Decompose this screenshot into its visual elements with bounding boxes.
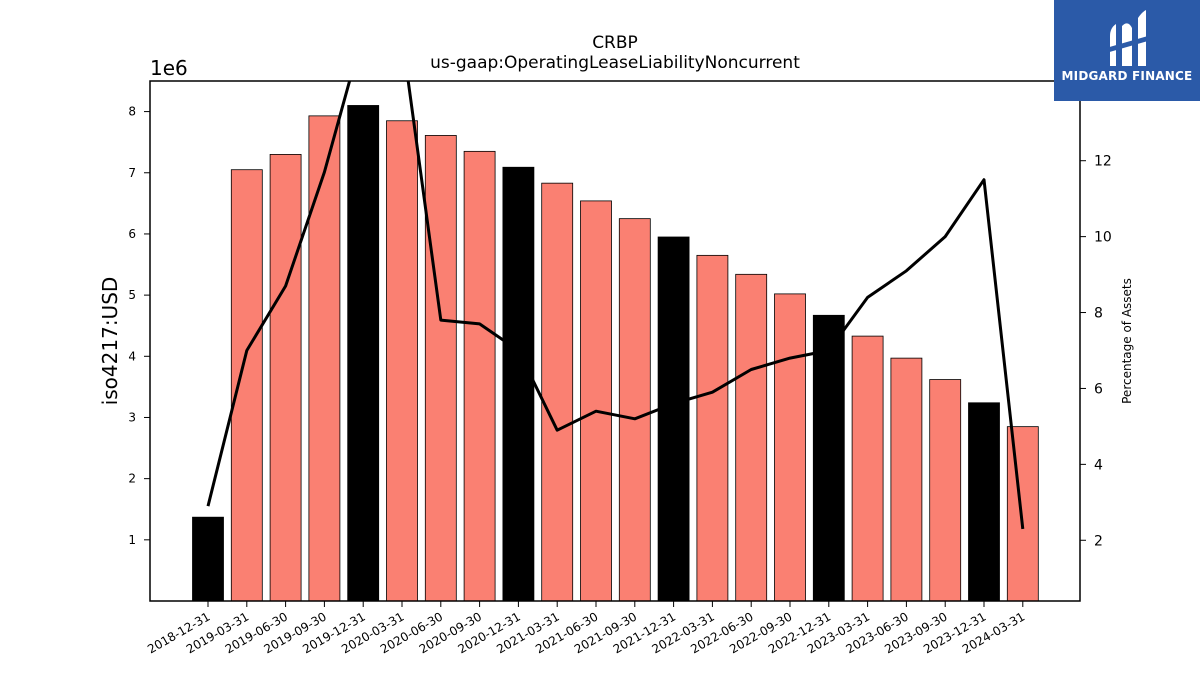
y2-tick-label: 4 — [1094, 457, 1103, 473]
y-tick-label: 8 — [128, 105, 136, 119]
bar-2022-03-31 — [696, 254, 729, 602]
line-group — [206, 81, 1025, 530]
logo-mark-icon — [1106, 10, 1148, 66]
bar-2023-09-30 — [929, 379, 962, 602]
percentage-line — [206, 81, 1025, 530]
bar-2020-09-30 — [463, 150, 496, 602]
y2-axis-label: Percentage of Assets — [1120, 278, 1134, 404]
y2-tick-label: 8 — [1094, 306, 1103, 322]
bar-2019-06-30 — [269, 154, 302, 602]
y-tick-label: 5 — [128, 288, 136, 302]
bar-2021-12-31 — [657, 236, 690, 602]
y-axis-label: iso4217:USD — [98, 277, 122, 406]
bar-2022-12-31 — [812, 314, 845, 602]
y-tick-label: 7 — [128, 166, 136, 180]
bar-2023-06-30 — [890, 357, 923, 602]
bar-2022-06-30 — [735, 273, 768, 602]
bar-2019-03-31 — [230, 169, 263, 602]
chart-title: CRBP — [592, 33, 638, 53]
bar-2022-09-30 — [774, 293, 806, 602]
y2-tick-label: 10 — [1094, 230, 1112, 246]
bar-2018-12-31 — [192, 516, 224, 602]
bar-2020-12-31 — [502, 166, 535, 602]
bar-2021-06-30 — [580, 200, 612, 602]
y2-tick-label: 12 — [1094, 154, 1112, 170]
bars-group — [192, 105, 1039, 602]
brand-name: MIDGARD FINANCE — [1061, 69, 1193, 83]
y-tick-label: 3 — [128, 410, 136, 424]
y-tick-label: 1 — [128, 533, 136, 547]
bar-2023-12-31 — [968, 402, 1000, 602]
bar-2019-09-30 — [308, 115, 341, 602]
y-tick-label: 2 — [128, 472, 136, 486]
y-tick-label: 4 — [128, 349, 136, 363]
y2-tick-label: 6 — [1094, 381, 1103, 397]
plot-frame — [149, 80, 1081, 602]
bar-2021-09-30 — [618, 218, 651, 602]
y-scale-label: 1e6 — [150, 56, 188, 80]
bar-2021-03-31 — [541, 182, 574, 602]
bar-2020-06-30 — [424, 135, 457, 602]
brand-logo: MIDGARD FINANCE — [1054, 0, 1200, 101]
bar-2019-12-31 — [347, 105, 380, 602]
bar-2024-03-31 — [1006, 426, 1039, 602]
chart-subtitle: us-gaap:OperatingLeaseLiabilityNoncurren… — [430, 53, 800, 73]
bar-2020-03-31 — [386, 120, 418, 602]
y-tick-label: 6 — [128, 227, 136, 241]
bar-2023-03-31 — [851, 335, 884, 602]
y2-tick-label: 2 — [1094, 533, 1103, 549]
